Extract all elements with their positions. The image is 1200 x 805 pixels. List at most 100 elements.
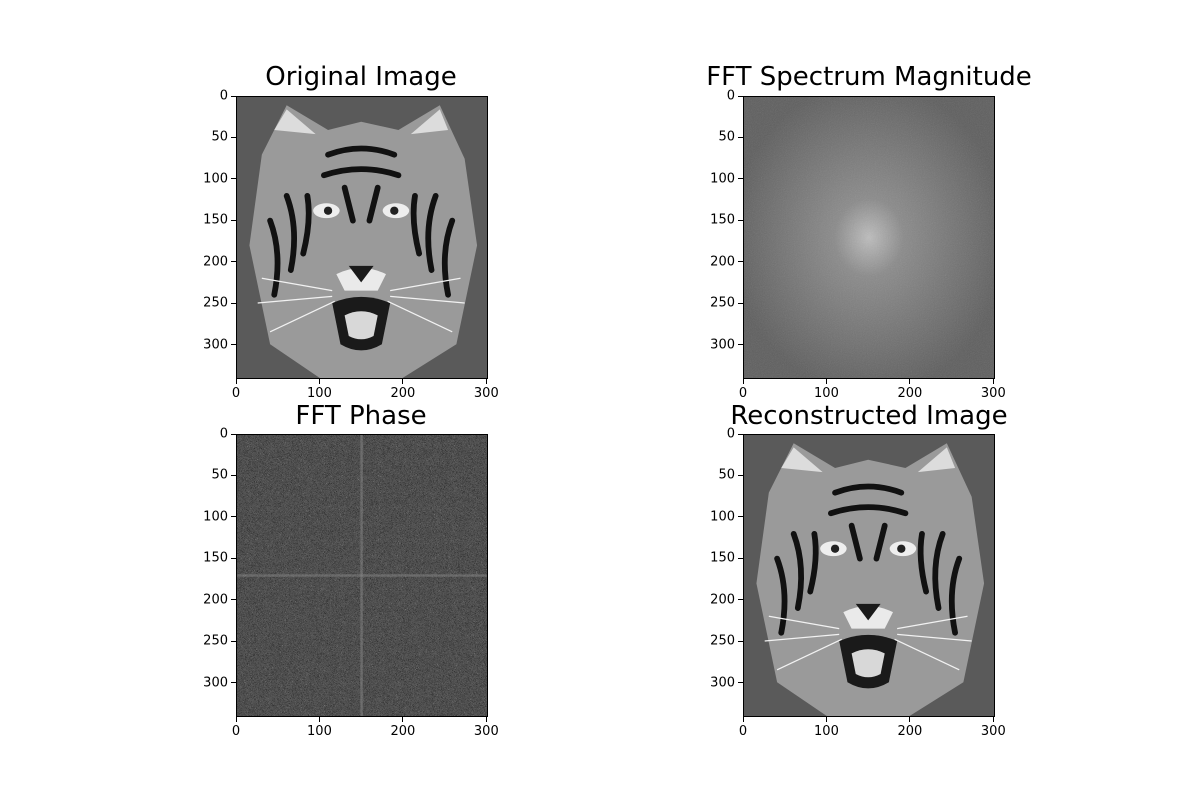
x-tick-label: 300 [473, 386, 499, 401]
y-tick-mark [231, 261, 236, 263]
y-tick-label: 50 [211, 467, 228, 483]
y-tick-label: 100 [710, 509, 735, 525]
y-tick-mark [231, 682, 236, 684]
y-tick-mark [231, 640, 236, 642]
x-tick-label: 100 [814, 724, 839, 739]
y-tick-label: 50 [211, 129, 228, 145]
image-axes [743, 96, 995, 379]
x-tick-mark [318, 379, 320, 384]
y-tick-mark [738, 599, 743, 601]
x-tick-mark [402, 717, 404, 722]
x-tick-label: 200 [897, 724, 923, 739]
y-tick-label: 50 [718, 467, 735, 483]
x-tick-label: 100 [307, 724, 332, 739]
y-tick-label: 50 [718, 129, 735, 145]
y-tick-label: 250 [710, 295, 735, 311]
y-tick-mark [738, 302, 743, 304]
y-tick-mark [231, 178, 236, 180]
y-tick-label: 200 [203, 592, 228, 608]
y-tick-label: 100 [203, 509, 228, 525]
y-tick-label: 300 [710, 675, 735, 691]
x-tick-mark [992, 717, 994, 722]
panel-title: FFT Phase [295, 401, 427, 431]
y-tick-label: 0 [726, 88, 735, 104]
y-tick-label: 0 [219, 426, 228, 442]
x-tick-mark [318, 717, 320, 722]
y-tick-label: 250 [203, 295, 228, 311]
x-tick-label: 200 [390, 724, 416, 739]
y-tick-mark [738, 178, 743, 180]
y-tick-mark [738, 219, 743, 221]
y-tick-mark [738, 433, 743, 435]
tiger-image [237, 97, 487, 378]
x-tick-mark [235, 379, 237, 384]
x-tick-mark [402, 379, 404, 384]
x-tick-mark [742, 717, 744, 722]
y-tick-mark [738, 474, 743, 476]
x-tick-label: 0 [231, 386, 241, 401]
x-tick-mark [992, 379, 994, 384]
y-tick-mark [231, 557, 236, 559]
y-tick-label: 200 [203, 254, 228, 270]
y-tick-label: 150 [203, 212, 228, 228]
x-tick-label: 0 [231, 724, 241, 739]
y-tick-label: 300 [710, 337, 735, 353]
y-tick-label: 250 [203, 633, 228, 649]
y-tick-mark [738, 682, 743, 684]
y-tick-mark [231, 302, 236, 304]
y-tick-label: 150 [710, 550, 735, 566]
y-tick-mark [738, 344, 743, 346]
y-tick-mark [231, 516, 236, 518]
y-tick-label: 200 [710, 592, 735, 608]
x-tick-mark [825, 379, 827, 384]
panel-title: Original Image [265, 62, 457, 92]
y-tick-label: 150 [203, 550, 228, 566]
spectrum-image [744, 97, 994, 378]
image-axes [236, 434, 488, 717]
y-tick-label: 250 [710, 633, 735, 649]
x-tick-mark [909, 717, 911, 722]
tiger-image [744, 435, 994, 716]
y-tick-mark [738, 516, 743, 518]
panel-title: FFT Spectrum Magnitude [706, 62, 1032, 92]
x-tick-mark [485, 379, 487, 384]
x-tick-mark [742, 379, 744, 384]
y-tick-mark [231, 219, 236, 221]
y-tick-label: 100 [710, 171, 735, 187]
image-axes [236, 96, 488, 379]
x-tick-mark [485, 717, 487, 722]
y-tick-label: 150 [710, 212, 735, 228]
image-axes [743, 434, 995, 717]
y-tick-label: 0 [219, 88, 228, 104]
x-tick-label: 200 [390, 386, 416, 401]
x-tick-label: 0 [738, 724, 748, 739]
y-tick-mark [738, 557, 743, 559]
y-tick-mark [738, 136, 743, 138]
x-tick-mark [235, 717, 237, 722]
y-tick-label: 200 [710, 254, 735, 270]
phase-image [237, 435, 487, 716]
y-tick-label: 100 [203, 171, 228, 187]
y-tick-mark [231, 136, 236, 138]
y-tick-mark [231, 474, 236, 476]
x-tick-label: 200 [897, 386, 923, 401]
x-tick-label: 300 [980, 386, 1006, 401]
x-tick-label: 0 [738, 386, 748, 401]
y-tick-mark [231, 344, 236, 346]
panel-title: Reconstructed Image [730, 401, 1008, 431]
y-tick-mark [231, 433, 236, 435]
x-tick-label: 300 [980, 724, 1006, 739]
y-tick-mark [231, 599, 236, 601]
x-tick-label: 100 [307, 386, 332, 401]
x-tick-label: 300 [473, 724, 499, 739]
y-tick-mark [738, 640, 743, 642]
y-tick-label: 300 [203, 337, 228, 353]
y-tick-label: 300 [203, 675, 228, 691]
x-tick-mark [825, 717, 827, 722]
x-tick-mark [909, 379, 911, 384]
y-tick-mark [738, 261, 743, 263]
y-tick-mark [738, 95, 743, 97]
y-tick-mark [231, 95, 236, 97]
y-tick-label: 0 [726, 426, 735, 442]
